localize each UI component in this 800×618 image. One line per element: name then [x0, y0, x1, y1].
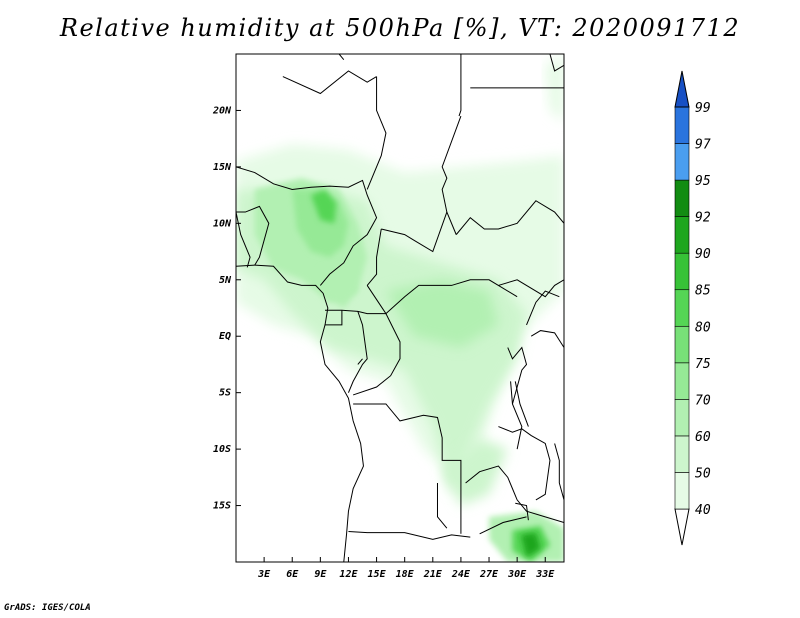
gabon-congo-border: [347, 311, 368, 393]
grads-credit: GrADS: IGES/COLA: [4, 603, 91, 613]
colorbar-label: 80: [695, 320, 711, 335]
south-sudan-uganda-border: [498, 279, 564, 298]
drc-zambia-border: [465, 465, 564, 523]
humidity-region: [520, 532, 541, 558]
x-tick-label: 18E: [396, 569, 415, 580]
great-lakes-border: [507, 346, 528, 405]
x-tick-label: 6E: [286, 569, 299, 580]
colorbar-label: 90: [695, 247, 711, 262]
cameroon-car-border: [366, 228, 382, 286]
lake-tanganyika: [510, 381, 523, 450]
lake-tanganyika-east: [514, 381, 529, 427]
eq-guinea-border: [325, 310, 343, 326]
humidity-region: [310, 189, 337, 224]
y-tick-label: 5S: [219, 388, 231, 399]
colorbar-label: 40: [695, 503, 711, 518]
y-tick-label: 5N: [219, 275, 232, 286]
colorbar-label: 97: [695, 138, 711, 153]
humidity-region: [442, 437, 508, 506]
colorbar-label: 60: [695, 430, 711, 445]
x-tick-label: 9E: [314, 569, 327, 580]
colorbar-segment: [674, 325, 690, 364]
humidity-region: [385, 279, 499, 348]
colorbar-label: 95: [695, 174, 711, 189]
x-tick-label: 24E: [451, 569, 471, 580]
red-sea-coast: [549, 54, 564, 72]
x-tick-label: 21E: [423, 569, 443, 580]
colorbar-segment: [674, 435, 690, 473]
colorbar-segment: [674, 252, 690, 291]
colorbar-segment: [674, 143, 690, 181]
x-tick-label: 12E: [339, 569, 358, 580]
y-tick-label: 10N: [213, 218, 232, 229]
colorbar-label: 50: [695, 466, 711, 481]
colorbar-segment: [674, 399, 690, 437]
coastline: [236, 264, 364, 562]
colorbar-segment: [674, 179, 690, 217]
colorbar-label: 99: [695, 101, 711, 116]
zambia-tanzania-border: [498, 426, 551, 501]
car-drc-border: [366, 279, 518, 315]
map-frame: [235, 53, 565, 563]
latitude-axis: 20N 15N 10N 5N EQ 5S 10S 15S: [212, 105, 241, 512]
angola-namibia-border: [348, 531, 471, 540]
colorbar-label: 70: [695, 393, 711, 408]
y-tick-label: 15S: [213, 501, 231, 512]
colorbar: 40 50 60 70 75 80 85 90 92 95 97 99: [674, 70, 711, 546]
angola-zambia-border: [436, 482, 448, 529]
colorbar-segment: [674, 472, 690, 510]
colorbar-segment: [674, 106, 690, 144]
colorbar-label: 75: [695, 357, 711, 372]
nigeria-border: [236, 166, 378, 286]
lake-victoria: [530, 330, 564, 348]
colorbar-label: 85: [695, 284, 711, 299]
y-tick-label: 20N: [212, 105, 232, 116]
uganda-border: [526, 290, 560, 326]
x-tick-label: 30E: [507, 569, 527, 580]
lake-malawi: [554, 443, 564, 501]
colorbar-segment: [674, 289, 690, 327]
longitude-axis: 3E 6E 9E 12E 15E 18E 21E 24E 27E 30E 33E: [257, 557, 555, 580]
colorbar-high-arrow: [674, 70, 690, 108]
minor-coast: [357, 358, 363, 365]
algeria-libya-border: [338, 54, 345, 60]
niger-north-border: [282, 70, 377, 95]
chad-car-border: [381, 211, 448, 253]
y-tick-label: EQ: [219, 331, 231, 342]
chart-title: Relative humidity at 500hPa [%], VT: 202…: [59, 14, 741, 42]
x-tick-label: 33E: [535, 569, 555, 580]
cahora-bassa: [515, 502, 529, 521]
colorbar-label: 92: [695, 211, 711, 226]
colorbar-segment: [674, 362, 690, 400]
x-tick-label: 15E: [368, 569, 387, 580]
zimbabwe-north-border: [479, 516, 527, 535]
niger-chad-border: [366, 76, 387, 190]
y-tick-label: 10S: [213, 444, 231, 455]
angola-drc-border: [353, 403, 462, 483]
humidity-field: [236, 54, 564, 562]
libya-sudan-border: [458, 54, 462, 117]
country-borders: [236, 54, 564, 562]
map-plot-area: [236, 54, 564, 562]
y-tick-label: 15N: [213, 162, 232, 173]
colorbar-segment: [674, 216, 690, 254]
chad-sudan-border: [441, 115, 462, 235]
sudan-south-sudan-border: [455, 200, 564, 235]
benin-border: [236, 205, 270, 266]
x-tick-label: 3E: [257, 569, 271, 580]
colorbar-low-arrow: [674, 508, 690, 546]
congo-drc-border: [352, 313, 401, 396]
x-tick-label: 27E: [479, 569, 499, 580]
